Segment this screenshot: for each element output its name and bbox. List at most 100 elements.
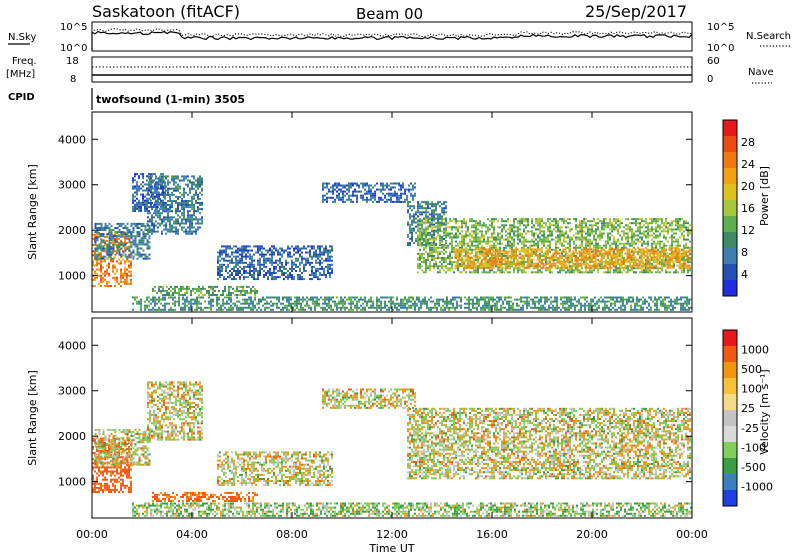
heatmap-cell [153, 230, 155, 233]
heatmap-cell [545, 267, 547, 270]
heatmap-cell [364, 184, 366, 187]
heatmap-cell [122, 235, 124, 238]
heatmap-cell [461, 263, 463, 266]
heatmap-cell [317, 253, 319, 256]
heatmap-cell [167, 220, 169, 223]
heatmap-cell [225, 259, 227, 262]
heatmap-cell [441, 257, 443, 259]
heatmap-cell [617, 230, 619, 233]
heatmap-cell [354, 194, 356, 197]
heatmap-cell [427, 215, 429, 218]
heatmap-cell [569, 267, 571, 270]
heatmap-cell [175, 220, 177, 223]
heatmap-cell [94, 285, 96, 287]
heatmap-cell [167, 214, 169, 217]
heatmap-cell [177, 183, 179, 186]
heatmap-cell [503, 246, 505, 249]
heatmap-cell [130, 244, 132, 246]
heatmap-cell [239, 265, 241, 268]
heatmap-cell [257, 278, 259, 281]
heatmap-cell [315, 253, 317, 256]
heatmap-cell [625, 228, 627, 231]
heatmap-cell [183, 214, 185, 217]
heatmap-cell [164, 183, 166, 186]
heatmap-cell [104, 235, 106, 238]
heatmap-cell [412, 188, 414, 191]
heatmap-cell [273, 265, 275, 268]
heatmap-cell [342, 186, 344, 189]
heatmap-cell [114, 253, 117, 256]
heatmap-cell [588, 252, 591, 255]
heatmap-cell [309, 255, 311, 258]
heatmap-cell [281, 247, 283, 250]
heatmap-cell [556, 250, 559, 253]
heatmap-cell [687, 226, 689, 229]
heatmap-cell [329, 267, 331, 270]
heatmap-cell [187, 212, 189, 215]
heatmap-cell [437, 265, 439, 268]
heatmap-cell [449, 269, 451, 272]
heatmap-cell [417, 263, 419, 266]
heatmap-cell [368, 192, 370, 195]
heatmap-cell [238, 290, 240, 292]
heatmap-cell [149, 228, 151, 231]
heatmap-cell [519, 224, 521, 227]
heatmap-cell [181, 202, 183, 204]
heatmap-cell [509, 255, 511, 257]
heatmap-cell [441, 240, 443, 243]
heatmap-cell [191, 208, 193, 211]
heatmap-cell [449, 261, 451, 264]
heatmap-cell [112, 264, 114, 267]
heatmap-cell [234, 294, 236, 296]
heatmap-cell [519, 269, 521, 272]
heatmap-cell [199, 179, 201, 182]
heatmap-cell [460, 264, 463, 267]
heatmap-cell [671, 250, 673, 253]
heatmap-cell [473, 269, 475, 272]
heatmap-cell [451, 220, 453, 223]
heatmap-cell [617, 218, 619, 221]
heatmap-cell [619, 252, 621, 255]
heatmap-cell [148, 173, 150, 176]
heatmap-cell [327, 272, 329, 274]
heatmap-cell [468, 262, 471, 265]
heatmap-cell [185, 220, 187, 223]
heatmap-cell [344, 200, 346, 203]
heatmap-cell [122, 272, 124, 275]
heatmap-cell [607, 226, 609, 229]
heatmap-cell [142, 225, 145, 227]
heatmap-cell [473, 230, 475, 233]
heatmap-cell [463, 238, 465, 241]
heatmap-cell [478, 262, 481, 265]
heatmap-cell [469, 240, 471, 243]
heatmap-cell [637, 267, 639, 270]
heatmap-cell [156, 199, 158, 202]
heatmap-cell [169, 206, 171, 209]
heatmap-cell [527, 224, 529, 227]
heatmap-cell [412, 198, 414, 201]
heatmap-cell [465, 252, 467, 255]
heatmap-cell [307, 261, 309, 264]
heatmap-cell [315, 276, 317, 279]
heatmap-cell [661, 259, 663, 261]
heatmap-cell [477, 244, 479, 247]
heatmap-cell [419, 244, 421, 247]
heatmap-cell [126, 227, 129, 229]
heatmap-cell [289, 274, 291, 276]
heatmap-cell [183, 193, 185, 196]
heatmap-cell [593, 218, 595, 221]
heatmap-cell [118, 245, 121, 248]
heatmap-cell [559, 234, 561, 237]
heatmap-cell [661, 220, 663, 223]
heatmap-cell [98, 256, 100, 259]
heatmap-cell [279, 265, 281, 268]
heatmap-cell [167, 208, 169, 211]
heatmap-cell [583, 236, 585, 239]
heatmap-cell [601, 265, 603, 268]
heatmap-cell [148, 245, 151, 248]
heatmap-cell [102, 229, 105, 231]
heatmap-cell [599, 220, 601, 223]
heatmap-cell [631, 228, 633, 231]
heatmap-cell [571, 265, 573, 268]
heatmap-cell [468, 264, 471, 267]
